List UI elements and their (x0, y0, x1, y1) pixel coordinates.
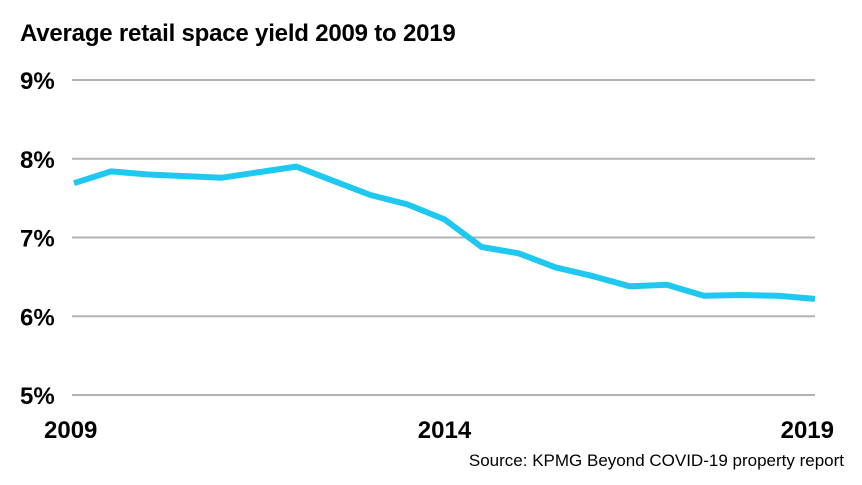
x-tick-label: 2014 (418, 417, 472, 444)
series-lines (73, 163, 816, 302)
y-axis-ticks: 5% 6% 7% 8% 9% (20, 68, 55, 410)
y-tick-label: 6% (20, 304, 55, 331)
series-line (73, 163, 816, 302)
y-tick-label: 7% (20, 226, 55, 253)
x-axis-ticks: 2009 2014 2019 (44, 417, 834, 444)
y-tick-label: 5% (20, 383, 55, 410)
chart-title: Average retail space yield 2009 to 2019 (20, 20, 456, 47)
y-tick-label: 9% (20, 68, 55, 95)
x-tick-label: 2019 (781, 417, 834, 444)
gridlines (72, 79, 815, 396)
source-note: Source: KPMG Beyond COVID-19 property re… (468, 451, 844, 470)
y-tick-label: 8% (20, 147, 55, 174)
x-tick-label: 2009 (44, 417, 97, 444)
